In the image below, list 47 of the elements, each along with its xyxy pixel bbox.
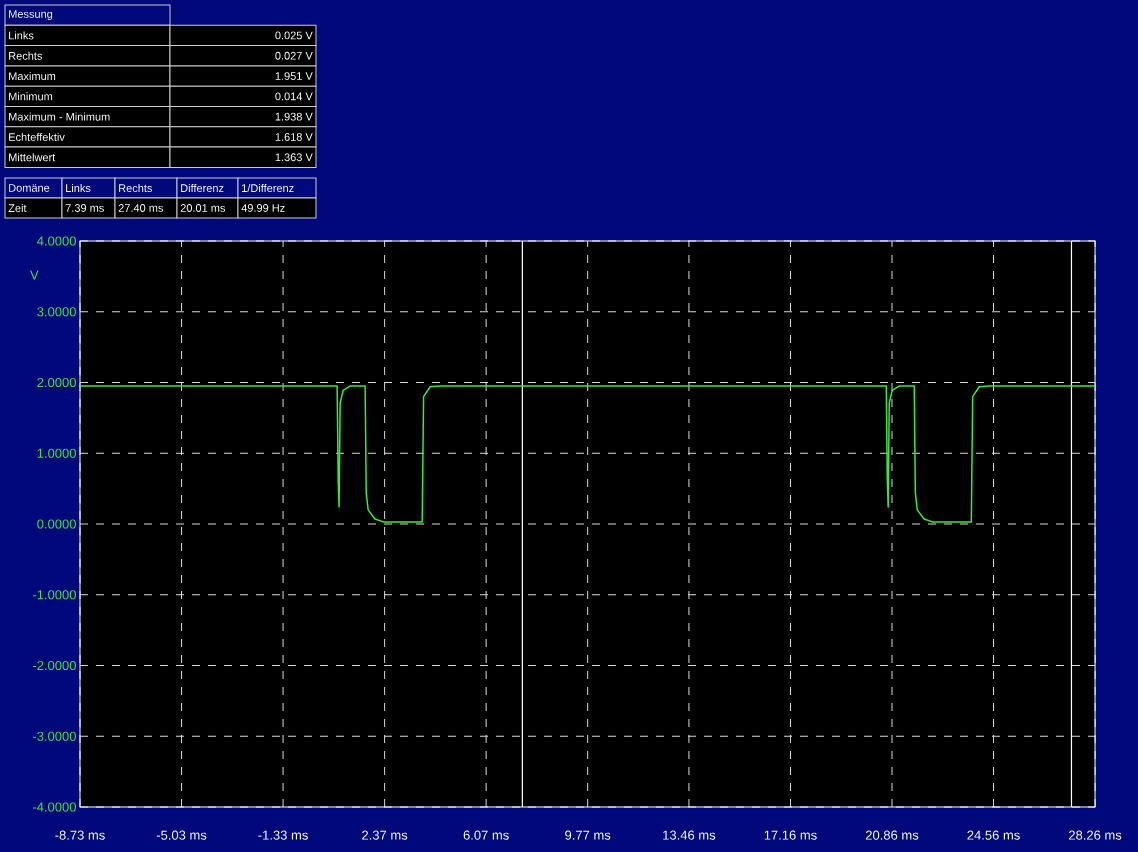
text: 49.99 Hz xyxy=(241,204,285,212)
x-tick-label: 2.37 ms xyxy=(362,830,408,840)
x-tick-label: 9.77 ms xyxy=(565,830,611,840)
y-tick-label: 4.0000 xyxy=(37,236,76,246)
text: Differenz xyxy=(181,183,224,193)
text: Domäne xyxy=(9,184,50,192)
x-tick-label: 17.16 ms xyxy=(764,830,817,840)
text: 0.027 V xyxy=(275,51,313,60)
x-tick-label: 28.26 ms xyxy=(1068,830,1122,840)
text: Links xyxy=(9,31,34,40)
text: Minimum xyxy=(9,92,53,101)
text: Maximum - Minimum xyxy=(9,112,110,121)
text: Messung xyxy=(9,10,53,21)
text: 1.951 V xyxy=(275,72,313,80)
text: 7.39 ms xyxy=(65,204,104,212)
x-tick-label: -8.73 ms xyxy=(55,830,105,840)
text: 1.363 V xyxy=(275,153,313,162)
text: Echteffektiv xyxy=(9,132,65,141)
y-tick-label: 2.0000 xyxy=(37,377,76,388)
text: 27.40 ms xyxy=(118,204,164,212)
text: 0.025 V xyxy=(275,31,313,40)
text: Links xyxy=(66,183,91,193)
text: Zeit xyxy=(8,203,27,213)
text: 1.938 V xyxy=(275,112,313,121)
text: Rechts xyxy=(9,51,43,60)
text: 20.01 ms xyxy=(180,204,226,212)
text: Mittelwert xyxy=(9,153,56,162)
y-tick-label: -4.0000 xyxy=(32,802,76,812)
text: 1/Differenz xyxy=(242,183,294,193)
text: Maximum xyxy=(9,72,56,81)
y-tick-label: -3.0000 xyxy=(32,731,76,741)
y-tick-label: -1.0000 xyxy=(32,590,76,600)
line-series xyxy=(80,385,1096,523)
x-tick-label: -5.03 ms xyxy=(156,830,207,840)
x-tick-label: 20.86 ms xyxy=(865,830,919,840)
y-tick-label: 3.0000 xyxy=(37,307,76,317)
text: 0.014 V xyxy=(275,92,313,101)
y-axis-title: V xyxy=(30,270,39,280)
x-tick-label: 6.07 ms xyxy=(463,830,509,840)
y-tick-label: 0.0000 xyxy=(37,519,76,529)
x-tick-label: -1.33 ms xyxy=(258,830,308,840)
y-tick-label: 1.0000 xyxy=(37,448,76,458)
x-tick-label: 13.46 ms xyxy=(663,830,716,840)
y-tick-label: -2.0000 xyxy=(32,660,76,671)
x-tick-label: 24.56 ms xyxy=(967,830,1020,840)
text: 1.618 V xyxy=(275,133,313,141)
text: Rechts xyxy=(119,183,153,193)
